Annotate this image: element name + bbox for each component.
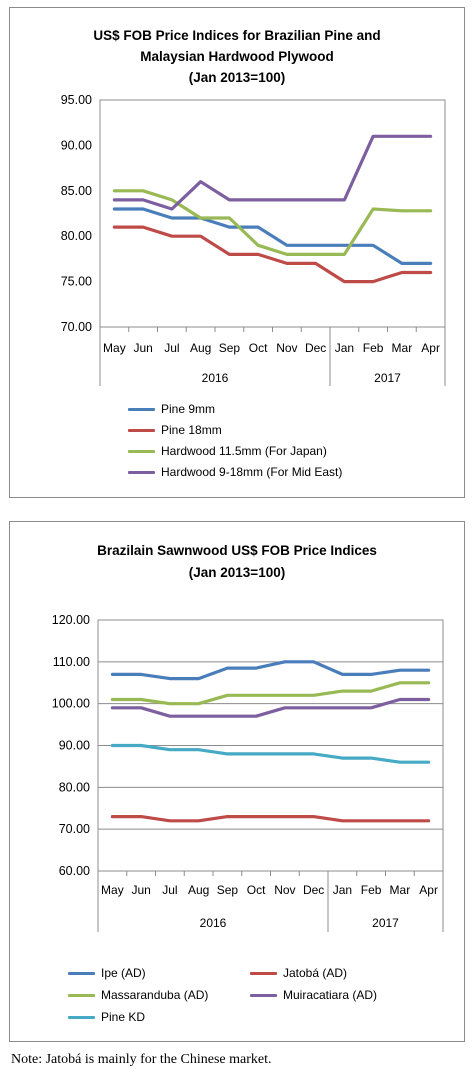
legend-item: Pine KD [68,1010,145,1024]
legend-label: Pine 18mm [161,423,222,437]
x-tick-label: May [103,341,126,355]
legend-swatch [128,408,155,412]
x-tick-label: Oct [247,883,266,897]
legend-item: Muiracatiara (AD) [250,988,377,1002]
y-tick-label: 75.00 [61,275,92,289]
y-tick-label: 80.00 [59,780,90,794]
legend-swatch [250,994,277,998]
plywood-chart-plot: 70.00 75.00 80.00 85.00 90.00 95.00 May Jun Jul A… [61,93,446,386]
x-tick-label: Sep [219,341,241,355]
year-label: 2017 [374,371,401,385]
y-tick-label: 100.00 [52,697,90,711]
chart-title-line1: Brazilain Sawnwood US$ FOB Price Indices [97,543,377,558]
series-line-3 [110,697,431,718]
series-line-2 [110,681,431,706]
legend-swatch [128,450,155,454]
legend-swatch [68,972,95,976]
legend-item: Jatobá (AD) [250,966,347,980]
legend-label: Hardwood 9-18mm (For Mid East) [161,465,343,479]
series-line-4 [110,743,431,764]
plot-area-border [99,99,446,328]
legend-label: Pine KD [101,1010,146,1024]
y-tick-label: 110.00 [53,655,90,669]
x-tick-label: Jul [162,883,177,897]
legend-label: Jatobá (AD) [283,966,348,980]
x-tick-label: Jan [333,883,352,897]
legend-item: Hardwood 11.5mm (For Japan) [128,444,327,458]
legend-swatch [68,994,95,998]
legend-item: Ipe (AD) [68,966,146,980]
x-tick-label: Aug [190,341,211,355]
footnote: Note: Jatobá is mainly for the Chinese m… [11,1052,272,1067]
series-line-2 [112,189,433,256]
legend-swatch [68,1016,95,1020]
legend-swatch [128,471,155,475]
chart-title-line2: Malaysian Hardwood Plywood [140,49,334,64]
sawnwood-chart-plot: 60.00 70.00 80.00 90.00 100.00 110.00 120.00 Ma… [52,613,444,932]
x-tick-label: Sep [217,883,239,897]
chart-title-line1: US$ FOB Price Indices for Brazilian Pine… [93,28,381,43]
x-tick-label: Jun [133,341,152,355]
legend-swatch [128,429,155,433]
y-tick-label: 70.00 [59,822,90,836]
sawnwood-price-chart: Brazilain Sawnwood US$ FOB Price Indices… [9,521,465,1042]
x-tick-label: Feb [363,341,384,355]
legend-item: Pine 18mm [128,423,222,437]
y-tick-label: 120.00 [52,613,90,627]
year-label: 2016 [200,916,227,930]
x-tick-label: Apr [421,341,440,355]
chart-subtitle: (Jan 2013=100) [188,565,286,580]
x-tick-label: Dec [305,341,326,355]
legend-item: Hardwood 9-18mm (For Mid East) [128,465,342,479]
x-tick-label: Mar [392,341,413,355]
y-tick-label: 60.00 [59,864,90,878]
legend-swatch [250,972,277,976]
x-tick-label: Mar [390,883,411,897]
x-tick-label: Aug [188,883,209,897]
y-tick-label: 90.00 [61,138,92,152]
y-tick-label: 90.00 [59,739,90,753]
series-line-0 [112,207,433,265]
x-tick-label: Oct [249,341,268,355]
x-tick-label: Feb [361,883,382,897]
series-line-3 [112,134,433,211]
legend-label: Hardwood 11.5mm (For Japan) [161,444,327,458]
plywood-price-chart: US$ FOB Price Indices for Brazilian Pine… [9,7,465,498]
y-tick-label: 85.00 [61,184,92,198]
y-tick-label: 95.00 [61,93,92,107]
legend-label: Ipe (AD) [101,966,146,980]
series-line-0 [110,660,431,681]
y-tick-label: 70.00 [61,320,92,334]
x-tick-label: May [101,883,124,897]
legend-label: Muiracatiara (AD) [283,988,378,1002]
legend-item: Massaranduba (AD) [68,988,208,1002]
x-tick-label: Nov [276,341,297,355]
x-tick-label: Apr [419,883,438,897]
chart-subtitle: (Jan 2013=100) [188,70,286,85]
x-tick-label: Jan [335,341,354,355]
x-tick-label: Jun [131,883,150,897]
x-tick-label: Jul [164,341,179,355]
x-tick-label: Nov [274,883,295,897]
year-label: 2016 [202,371,229,385]
year-label: 2017 [372,916,399,930]
legend-label: Pine 9mm [161,402,216,416]
series-line-1 [112,225,433,284]
legend-label: Massaranduba (AD) [101,988,209,1002]
legend-item: Pine 9mm [128,402,215,416]
series-line-1 [110,815,431,823]
x-tick-label: Dec [303,883,324,897]
y-tick-label: 80.00 [61,229,92,243]
